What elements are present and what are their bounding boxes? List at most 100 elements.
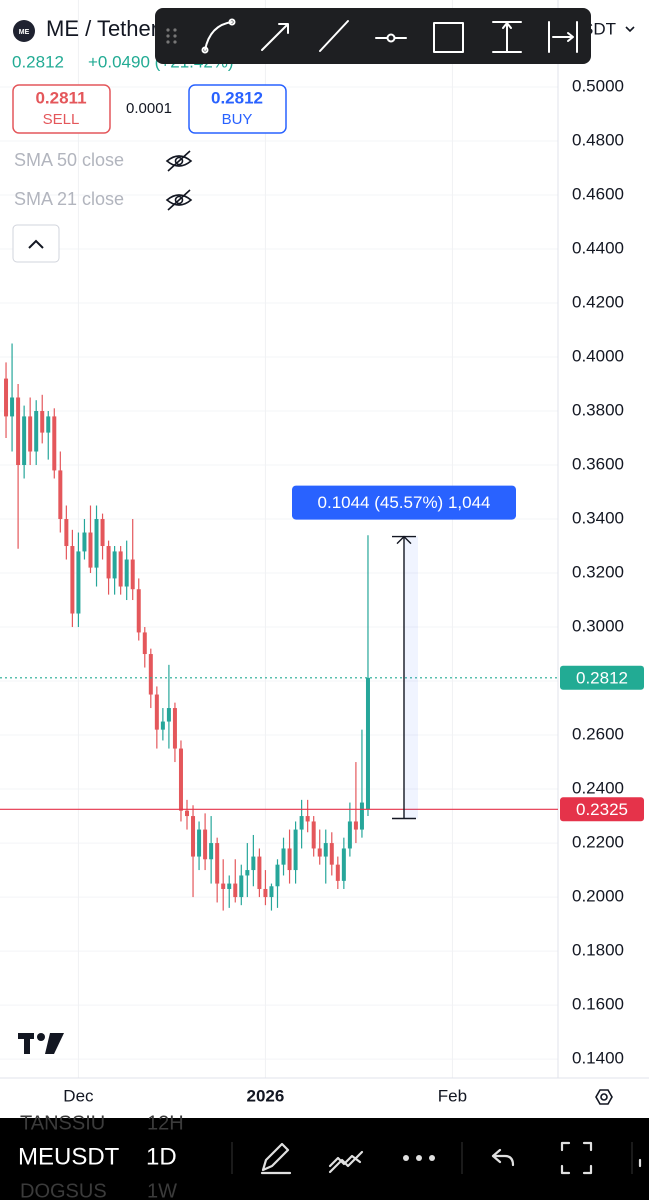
candle-body xyxy=(287,848,292,871)
rectangle-tool[interactable] xyxy=(433,22,464,53)
y-tick-label: 0.4000 xyxy=(572,346,624,365)
candle-body xyxy=(221,883,226,889)
date-range-tool[interactable] xyxy=(548,21,578,53)
candle-body xyxy=(257,856,262,889)
candle-body xyxy=(263,888,268,898)
candle-body xyxy=(305,816,310,822)
candle-body xyxy=(16,397,21,466)
candle-body xyxy=(203,829,208,860)
grid-layer xyxy=(0,0,558,1078)
y-tick-label: 0.1400 xyxy=(572,1049,624,1068)
candle-body xyxy=(311,821,316,849)
axis-settings-dot xyxy=(600,1093,608,1101)
bottom-symbol[interactable]: MEUSDT xyxy=(18,1143,120,1170)
measure-label-box xyxy=(292,485,516,520)
candle-body xyxy=(64,519,69,547)
candle-body xyxy=(142,632,147,655)
candle-body xyxy=(10,397,15,417)
y-tick-label: 0.4200 xyxy=(572,292,624,311)
candle-body xyxy=(335,864,340,881)
candle-body xyxy=(251,856,256,871)
bottom-bar xyxy=(0,1118,649,1200)
candle-body xyxy=(40,411,45,433)
candle-body xyxy=(88,532,93,568)
candle-body xyxy=(317,848,322,857)
draw-button[interactable] xyxy=(260,1142,292,1175)
y-tick-label: 0.4800 xyxy=(572,130,624,149)
y-tick-label: 0.3400 xyxy=(572,509,624,528)
trend-line-tool[interactable] xyxy=(319,20,349,52)
candle-body xyxy=(359,802,364,830)
buy-button[interactable] xyxy=(188,84,287,134)
ghost-interval: 1W xyxy=(147,1180,177,1200)
quote-chevron[interactable] xyxy=(625,26,635,33)
candle-body xyxy=(239,875,244,898)
curve-tool[interactable] xyxy=(204,21,233,51)
price-range-tool[interactable] xyxy=(492,21,522,53)
candle-body xyxy=(112,551,117,579)
logo-mark: ME xyxy=(19,29,30,36)
buy-price: 0.2812 xyxy=(211,88,263,107)
candle-body xyxy=(281,848,286,865)
toolbar-grip[interactable] xyxy=(166,28,177,44)
y-tick-label: 0.3000 xyxy=(572,617,624,636)
sell-button[interactable] xyxy=(12,84,111,134)
indicator-label[interactable]: SMA 50 close xyxy=(14,150,124,170)
candle-body xyxy=(166,708,171,722)
y-tick-label: 0.1800 xyxy=(572,941,624,960)
candle-body xyxy=(269,886,274,898)
collapse-button[interactable] xyxy=(12,224,60,263)
measure-arrow xyxy=(396,535,412,545)
candle-body xyxy=(323,843,328,857)
price-label-box xyxy=(560,797,644,822)
candle-body xyxy=(22,416,27,466)
candle-body xyxy=(82,532,87,552)
candle-body xyxy=(299,816,304,830)
candle-body xyxy=(227,883,232,889)
tools-button[interactable] xyxy=(328,1150,364,1174)
ghost-interval: 12H xyxy=(147,1112,184,1134)
more-button[interactable] xyxy=(403,1155,435,1161)
candle-body xyxy=(197,829,202,857)
arrow-tool[interactable] xyxy=(261,23,289,51)
ghost-symbol: DOGSUS xyxy=(20,1180,107,1200)
toolbar-bg xyxy=(155,8,591,64)
axis-settings[interactable] xyxy=(595,1089,613,1105)
candle-body xyxy=(136,589,141,633)
candle-body xyxy=(160,721,165,730)
spread: 0.0001 xyxy=(126,100,172,117)
hidden-eye-icon[interactable] xyxy=(165,189,193,211)
candle-body xyxy=(178,748,183,811)
undo-button[interactable] xyxy=(491,1148,515,1167)
candle-body xyxy=(245,870,250,876)
candle-body xyxy=(106,546,111,579)
hidden-eye-icon[interactable] xyxy=(165,150,193,172)
y-tick-label: 0.3200 xyxy=(572,563,624,582)
candle-body xyxy=(329,843,334,865)
x-tick-label: Feb xyxy=(438,1086,467,1105)
measure-area xyxy=(404,536,418,819)
price-label: 0.2812 xyxy=(576,668,628,687)
price-label: 0.2325 xyxy=(576,800,628,819)
candle-body xyxy=(70,546,75,614)
x-tick-label: Dec xyxy=(63,1086,94,1105)
candle-body xyxy=(191,816,196,857)
candle-body xyxy=(34,411,39,452)
tradingview-logo xyxy=(18,1033,64,1054)
candle-body xyxy=(28,416,33,452)
candle-body xyxy=(275,864,280,887)
candle-body xyxy=(4,378,9,417)
fullscreen-button[interactable] xyxy=(560,1141,593,1175)
candle-body xyxy=(148,654,153,695)
axis-layer: 0.1400 0.1600 0.1800 0.2000 0.2200 0.2400 0.26… xyxy=(63,76,624,1105)
y-tick-label: 0.3600 xyxy=(572,454,624,473)
bottom-interval[interactable]: 1D xyxy=(146,1143,177,1170)
indicator-label[interactable]: SMA 21 close xyxy=(14,189,124,209)
sell-label: SELL xyxy=(43,111,80,128)
symbol-title[interactable]: ME / Tether xyxy=(46,16,158,41)
candle-body xyxy=(185,810,190,817)
y-tick-label: 0.3800 xyxy=(572,400,624,419)
collapse-chevron xyxy=(28,239,44,249)
candle-body xyxy=(365,677,370,810)
